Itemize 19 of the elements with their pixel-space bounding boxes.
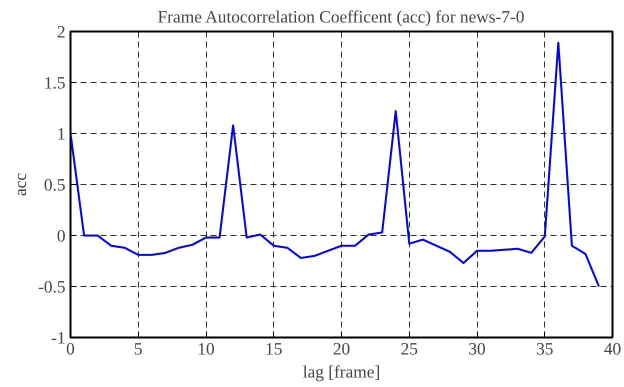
y-tick-label: 0 <box>56 226 66 246</box>
x-tick-label: 10 <box>197 340 215 358</box>
x-tick-label: 15 <box>265 340 282 358</box>
y-axis-title: acc <box>11 172 30 196</box>
line-series <box>70 42 600 288</box>
y-tick-label: -1 <box>51 328 66 348</box>
x-tick-label: 30 <box>468 340 486 358</box>
x-tick-label: 5 <box>134 340 143 358</box>
y-tick-label: 1.5 <box>44 74 66 92</box>
y-tick-label: -0.5 <box>38 278 66 296</box>
x-tick-label: 35 <box>536 340 554 358</box>
x-tick-label: 20 <box>332 340 350 358</box>
y-tick-label: 0.5 <box>44 176 66 194</box>
y-tick-label: 2 <box>56 22 66 42</box>
x-tick-label: 25 <box>400 340 418 358</box>
y-tick-label: 1 <box>56 124 66 144</box>
chart-title: Frame Autocorrelation Coefficent (acc) for news-7-0 <box>158 8 524 26</box>
x-axis-title: lag [frame] <box>302 362 380 382</box>
x-tick-label: 40 <box>604 340 622 358</box>
